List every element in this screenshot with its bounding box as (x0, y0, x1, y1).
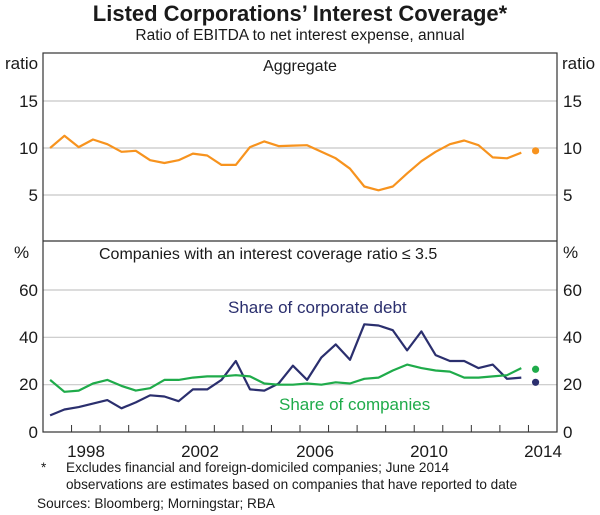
top-ytick-right: 10 (563, 139, 582, 158)
bottom-share-of-companies-line (49, 363, 522, 393)
bottom-right-unit-label: % (563, 243, 578, 262)
plot-frame (42, 52, 558, 433)
footnote: * Excludes financial and foreign-domicil… (41, 460, 518, 493)
x-tick-label: 2002 (181, 442, 219, 461)
series-layer (49, 134, 540, 417)
footnote-line-1: Excludes financial and foreign-domiciled… (66, 460, 450, 475)
bottom-panel-title: Companies with an interest coverage rati… (99, 246, 437, 263)
gridlines (43, 100, 557, 386)
bottom-ytick-left: 60 (19, 281, 38, 300)
bottom-left-unit-label: % (14, 243, 29, 262)
bottom-ytick-right: 40 (563, 328, 582, 347)
bottom-share-of-corporate-debt-estimate-point (531, 378, 540, 386)
top-ytick-left: 5 (29, 186, 38, 205)
x-tick-label: 2006 (296, 442, 334, 461)
bottom-share-of-corporate-debt-line (49, 323, 522, 417)
footnote-marker: * (41, 460, 47, 475)
bottom-ytick-left: 40 (19, 328, 38, 347)
top-left-unit-label: ratio (5, 54, 38, 73)
x-axis-ticks (71, 425, 529, 432)
x-tick-label: 1998 (67, 442, 105, 461)
top-panel-title: Aggregate (263, 58, 337, 75)
bottom-ytick-left: 20 (19, 375, 38, 394)
bottom-share-of-companies-estimate-point (531, 365, 540, 373)
bottom-panel-title-threshold: ≤ 3.5 (402, 246, 438, 263)
footnote-line-2: observations are estimates based on comp… (66, 476, 518, 492)
top-right-unit-label: ratio (562, 54, 595, 73)
debt-series-label: Share of corporate debt (228, 298, 407, 317)
chart-subtitle: Ratio of EBITDA to net interest expense,… (135, 27, 465, 44)
top-ytick-left: 10 (19, 139, 38, 158)
bottom-panel-title-main: Companies with an interest coverage rati… (99, 246, 398, 263)
bottom-ytick-right: 20 (563, 375, 582, 394)
top-ytick-left: 15 (19, 92, 38, 111)
top-aggregate-estimate-point (531, 147, 540, 155)
bottom-ytick-left: 0 (29, 423, 38, 442)
chart-title: Listed Corporations’ Interest Coverage* (92, 1, 508, 26)
top-ytick-right: 5 (563, 186, 572, 205)
top-ytick-right: 15 (563, 92, 582, 111)
top-aggregate-line (49, 134, 522, 192)
companies-series-label: Share of companies (279, 395, 430, 414)
bottom-ytick-right: 0 (563, 423, 572, 442)
x-tick-label: 2014 (524, 442, 562, 461)
bottom-ytick-right: 60 (563, 281, 582, 300)
sources-note: Sources: Bloomberg; Morningstar; RBA (37, 496, 275, 511)
x-tick-label: 2010 (410, 442, 448, 461)
